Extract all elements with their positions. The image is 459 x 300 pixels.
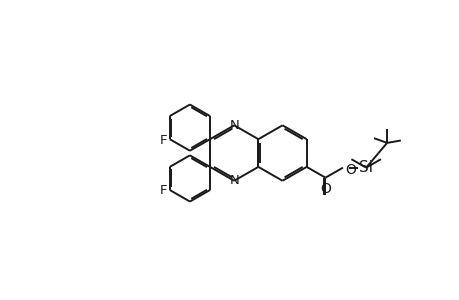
Text: O: O [345, 163, 355, 177]
Text: F: F [159, 134, 167, 147]
Text: N: N [229, 174, 239, 187]
Text: F: F [159, 184, 167, 196]
Text: N: N [229, 119, 239, 132]
Text: Si: Si [358, 160, 372, 175]
Text: O: O [319, 182, 330, 196]
